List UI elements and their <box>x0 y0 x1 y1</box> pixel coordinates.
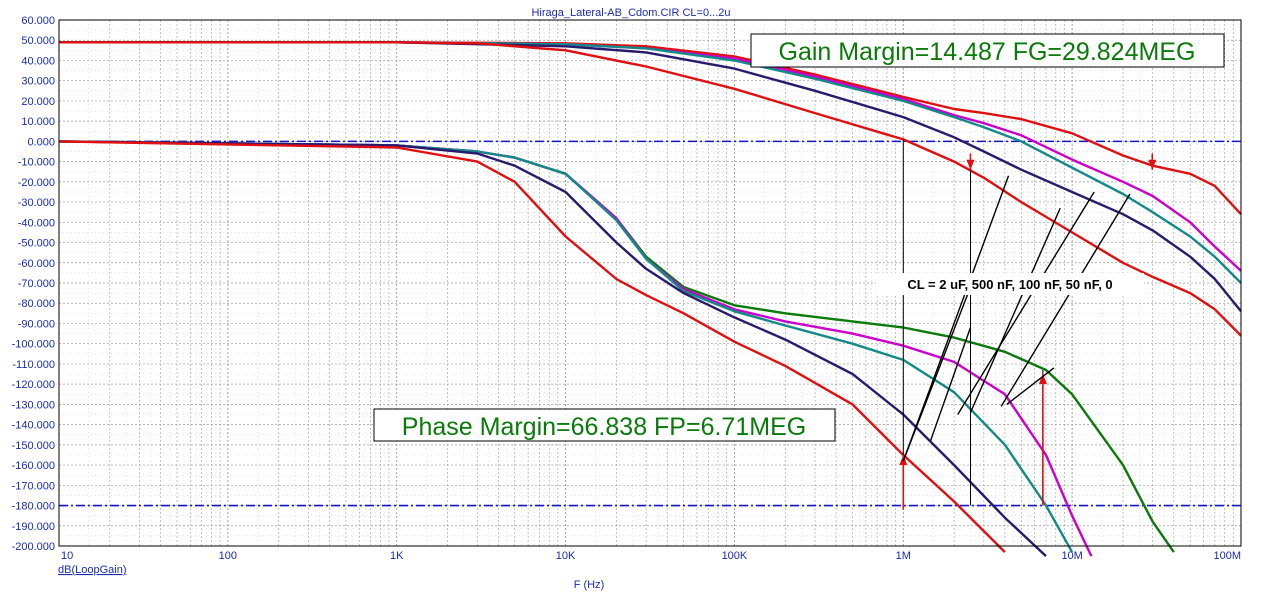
x-tick-label: 10K <box>556 550 576 562</box>
x-tick-label: 100K <box>722 550 748 562</box>
leader-line <box>1000 193 1131 407</box>
chart-title: Hiraga_Lateral-AB_Cdom.CIR CL=0...2u <box>531 7 730 19</box>
grid <box>58 19 1241 547</box>
y-tick-label: 40.000 <box>21 55 55 67</box>
series-group <box>58 41 1242 557</box>
y-axis-ticks: 60.000 50.000 40.000 30.000 20.000 10.000 0.00… <box>12 15 55 553</box>
gain-margin-box <box>750 33 1225 68</box>
y-tick-label: -30.000 <box>18 197 55 209</box>
phase-margin-box <box>373 408 836 442</box>
x-axis-ticks: 10 100 1K 10K 100K 1M 10M 100M <box>61 550 1241 562</box>
leader-line <box>957 191 1095 415</box>
y-tick-label: 60.000 <box>21 15 55 27</box>
y-tick-label: -160.000 <box>12 460 55 472</box>
x-tick-label: 1M <box>896 550 911 562</box>
y-tick-label: -110.000 <box>12 359 55 371</box>
y-tick-label: -90.000 <box>18 318 55 330</box>
y-tick-label: -130.000 <box>12 399 55 411</box>
leader-line <box>902 175 1010 462</box>
x-tick-label: 100 <box>219 550 237 562</box>
annotation-markers <box>899 139 1157 510</box>
y-tick-label: -70.000 <box>18 278 55 290</box>
y-tick-label: -20.000 <box>18 177 55 189</box>
series-line <box>58 140 1175 553</box>
leader-line <box>969 207 1061 413</box>
cl-label-text: CL = 2 uF, 500 nF, 100 nF, 50 nF, 0 <box>907 277 1112 292</box>
arrow-head-down <box>966 159 975 170</box>
series-line <box>58 140 1047 557</box>
y-tick-label: -180.000 <box>12 501 55 513</box>
series-line <box>59 41 1242 284</box>
y-tick-label: 0.000 <box>27 136 55 148</box>
reference-lines <box>59 140 1241 507</box>
trace-label[interactable]: dB(LoopGain) <box>58 564 127 576</box>
y-tick-label: -150.000 <box>12 440 55 452</box>
cl-label-box <box>876 273 1144 295</box>
arrow-head-down <box>1148 159 1157 170</box>
series-line <box>58 140 1093 557</box>
y-tick-label: -140.000 <box>12 420 55 432</box>
y-tick-label: -100.000 <box>12 339 55 351</box>
gain-margin-text: Gain Margin=14.487 FG=29.824MEG <box>779 38 1196 66</box>
y-tick-label: -40.000 <box>18 217 55 229</box>
x-tick-label: 10 <box>61 550 73 562</box>
y-tick-label: -200.000 <box>12 541 55 553</box>
plot-frame <box>58 19 1242 547</box>
x-tick-label: 1K <box>390 550 404 562</box>
y-tick-label: -120.000 <box>12 379 55 391</box>
y-tick-label: -80.000 <box>18 298 55 310</box>
leader-line <box>929 327 972 442</box>
y-tick-label: -190.000 <box>12 521 55 533</box>
series-line <box>59 41 1242 272</box>
x-tick-label: 100M <box>1213 550 1241 562</box>
y-tick-label: -170.000 <box>12 480 55 492</box>
series-line <box>58 140 1006 553</box>
y-tick-label: 50.000 <box>21 35 55 47</box>
y-tick-label: 30.000 <box>21 76 55 88</box>
phase-margin-text: Phase Margin=66.838 FP=6.71MEG <box>402 413 806 441</box>
y-tick-label: -50.000 <box>18 238 55 250</box>
y-tick-label: 10.000 <box>21 116 55 128</box>
series-line <box>59 41 1242 337</box>
series-line <box>58 140 1074 553</box>
arrow-head-up <box>1038 374 1047 385</box>
series-line <box>59 41 1242 216</box>
series-line <box>59 41 1242 313</box>
x-tick-label: 10M <box>1061 550 1082 562</box>
y-tick-label: -10.000 <box>18 157 55 169</box>
x-axis-label: F (Hz) <box>574 579 605 591</box>
y-tick-label: -60.000 <box>18 258 55 270</box>
y-tick-label: 20.000 <box>21 96 55 108</box>
leader-line <box>1006 367 1055 405</box>
